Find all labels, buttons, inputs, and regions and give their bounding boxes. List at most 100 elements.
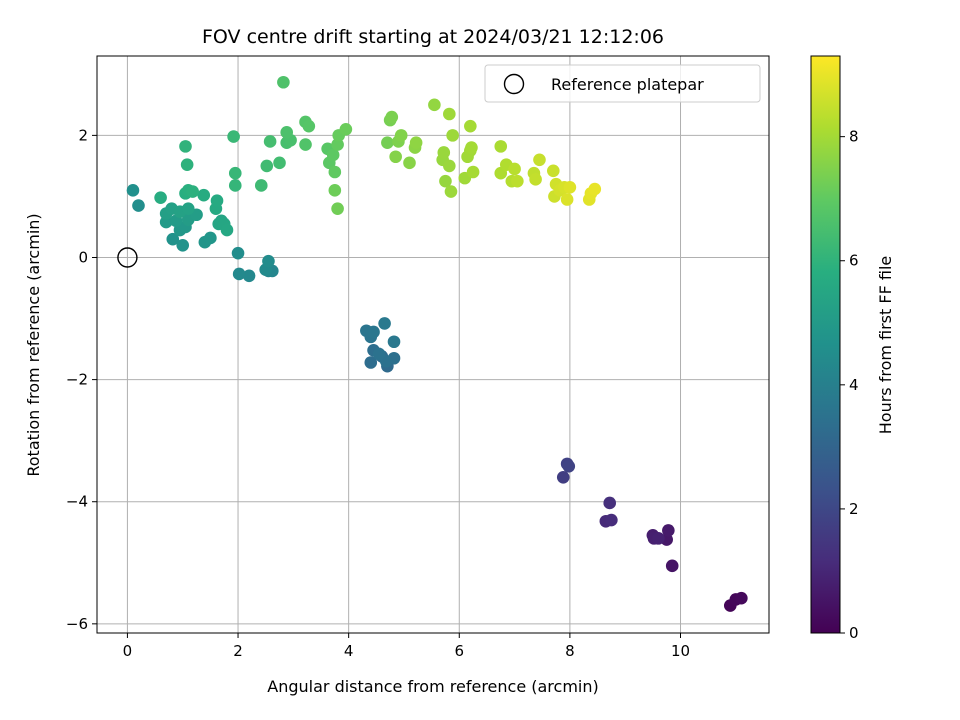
reference-platepar-marker [117,247,138,268]
data-point [560,193,574,206]
x-tick-label: 10 [671,642,690,660]
data-point [389,150,402,164]
data-point [220,223,234,237]
data-point [280,126,294,139]
plot-frame [96,55,770,634]
data-points [126,75,748,612]
data-point [403,156,416,170]
colorbar-tick-label: 8 [849,128,859,146]
data-point [464,119,477,133]
data-point [381,136,394,150]
data-point [228,179,242,192]
data-point [444,185,458,198]
data-point [277,75,290,89]
colorbar-tick-label: 0 [849,624,859,642]
data-point [556,471,570,484]
colorbar-ticks: 0 2 4 6 8 [840,128,859,642]
y-tick-label: −6 [66,615,88,633]
data-point [466,165,480,179]
y-tick-label: 0 [78,248,88,266]
data-point [446,129,459,142]
data-point [328,165,342,179]
data-point [186,185,199,198]
data-point [204,231,217,245]
data-point [262,254,275,268]
data-point [299,138,312,151]
legend-marker-icon [503,73,525,95]
data-point [181,202,195,215]
y-tick-label: −4 [66,493,88,511]
data-point [232,267,246,281]
x-axis-ticks: 0 2 4 6 8 10 [123,633,690,660]
data-point [662,524,675,537]
data-point [546,164,560,178]
data-point [652,532,665,545]
data-point [378,317,391,330]
data-point [328,184,342,197]
x-tick-label: 4 [344,642,354,660]
data-point [263,135,277,148]
x-tick-label: 0 [123,642,133,660]
y-axis-label: Rotation from reference (arcmin) [24,213,43,476]
data-point [494,140,508,153]
data-point [166,232,180,246]
data-point [326,148,340,162]
data-point [665,559,679,573]
data-point [339,122,353,136]
data-point [197,188,211,202]
data-point [437,146,451,159]
data-point [428,98,441,112]
y-tick-label: 2 [78,126,88,144]
data-point [228,166,242,180]
data-point [529,173,542,186]
data-point [439,174,452,188]
data-point [227,130,240,143]
data-point [126,184,140,197]
data-point [443,107,456,121]
data-point [367,325,380,339]
data-point [180,158,194,171]
data-point [533,153,546,167]
grid-lines [97,56,769,633]
y-axis-ticks: −6 −4 −2 0 2 [66,126,97,633]
x-axis-label: Angular distance from reference (arcmin) [267,677,598,696]
data-point [364,356,378,369]
x-tick-label: 2 [233,642,243,660]
data-point [331,202,344,215]
colorbar-tick-label: 2 [849,500,859,518]
y-tick-label: −2 [66,371,88,389]
data-point [154,191,167,204]
chart-title: FOV centre drift starting at 2024/03/21 … [202,26,664,48]
data-point [331,138,344,151]
data-point [563,180,577,194]
data-point [394,129,408,142]
data-point [176,238,190,252]
data-point [735,591,748,605]
data-point [511,174,524,188]
data-point [605,513,618,527]
data-point [508,162,521,176]
data-point [254,179,268,192]
colorbar: 0 2 4 6 8 Hours from first FF file [810,55,895,642]
data-point [443,159,456,173]
data-point [132,199,145,212]
colorbar-tick-label: 4 [849,376,859,394]
data-point [372,347,386,361]
legend-entry-reference: Reference platepar [551,75,704,94]
x-tick-label: 8 [565,642,575,660]
data-point [273,156,286,170]
data-point [302,119,316,133]
data-point [231,246,245,260]
data-point [242,269,256,283]
colorbar-gradient [810,55,841,634]
x-tick-label: 6 [454,642,464,660]
data-point [387,335,401,349]
data-point [210,194,224,208]
data-point [562,460,576,473]
data-point [465,141,478,154]
data-point [588,182,602,196]
data-point [409,136,423,150]
data-point [179,140,192,153]
colorbar-label: Hours from first FF file [876,256,895,435]
